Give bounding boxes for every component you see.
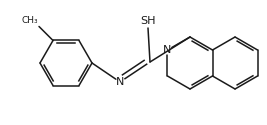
Text: CH₃: CH₃ [21, 16, 38, 26]
Text: N: N [116, 77, 124, 87]
Text: SH: SH [140, 16, 156, 26]
Text: N: N [163, 45, 172, 55]
